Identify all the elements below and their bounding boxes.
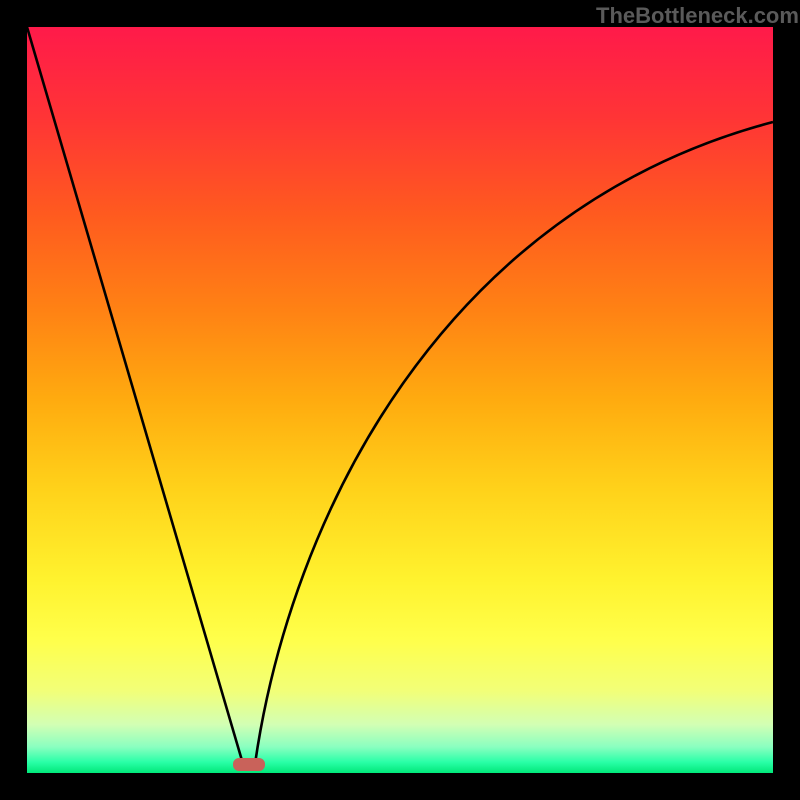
frame-bottom xyxy=(0,773,800,800)
frame-left xyxy=(0,0,27,800)
frame-right xyxy=(773,0,800,800)
watermark-text: TheBottleneck.com xyxy=(596,3,799,29)
optimum-marker xyxy=(233,758,265,771)
gradient-background xyxy=(27,27,773,773)
bottleneck-chart xyxy=(0,0,800,800)
